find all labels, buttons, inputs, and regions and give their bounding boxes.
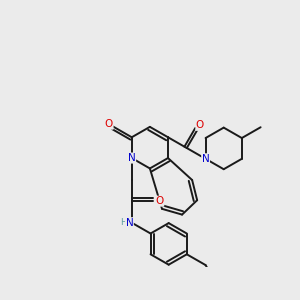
Text: N: N: [126, 218, 133, 228]
Text: N: N: [202, 154, 209, 164]
Text: O: O: [105, 119, 113, 129]
Text: O: O: [155, 196, 164, 206]
Text: O: O: [196, 120, 204, 130]
Text: N: N: [128, 153, 136, 163]
Text: H: H: [120, 218, 127, 227]
